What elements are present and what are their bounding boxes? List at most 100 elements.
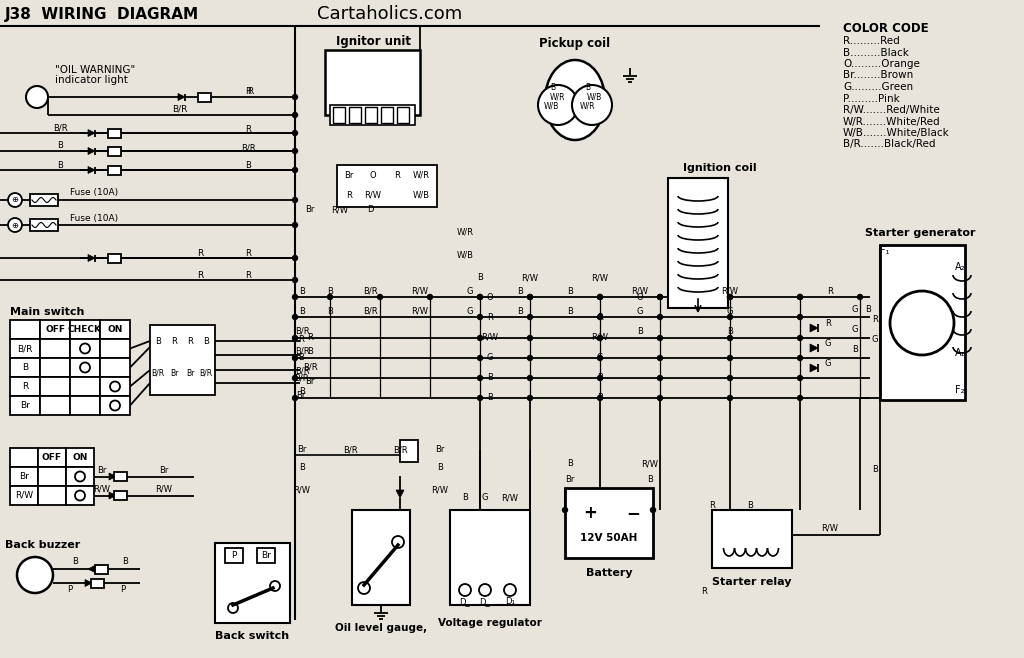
Text: G: G	[824, 338, 831, 347]
Circle shape	[459, 584, 471, 596]
Circle shape	[293, 295, 298, 299]
Text: Br: Br	[97, 466, 106, 475]
Text: Br: Br	[185, 368, 195, 378]
Circle shape	[479, 584, 490, 596]
Bar	[66, 467, 94, 486]
Text: indicator light: indicator light	[55, 75, 128, 85]
Circle shape	[798, 355, 803, 361]
Circle shape	[75, 490, 85, 501]
Circle shape	[26, 86, 48, 108]
Text: B: B	[567, 307, 573, 315]
Text: B: B	[865, 305, 871, 315]
Circle shape	[798, 295, 803, 299]
Text: Br: Br	[261, 551, 271, 561]
Circle shape	[727, 295, 732, 299]
Text: R/W: R/W	[502, 494, 518, 503]
Text: R.........Red: R.........Red	[843, 36, 900, 46]
Circle shape	[597, 395, 602, 401]
Text: B: B	[298, 353, 304, 363]
Text: B: B	[57, 161, 62, 170]
Text: ON: ON	[108, 325, 123, 334]
Text: Cartaholics.com: Cartaholics.com	[317, 5, 463, 23]
Text: W/R: W/R	[457, 228, 473, 236]
Polygon shape	[88, 255, 95, 261]
Circle shape	[727, 295, 732, 299]
Text: B: B	[327, 286, 333, 295]
Text: W/B.......White/Black: W/B.......White/Black	[843, 128, 949, 138]
Text: O: O	[486, 293, 494, 301]
Bar	[66, 486, 94, 505]
Text: R: R	[709, 501, 715, 509]
Text: R/W: R/W	[156, 485, 172, 494]
Bar	[108, 128, 121, 138]
Circle shape	[657, 295, 663, 299]
Text: R: R	[197, 249, 203, 257]
Circle shape	[477, 295, 482, 299]
Text: O.........Orange: O.........Orange	[843, 59, 920, 69]
Circle shape	[477, 295, 482, 299]
Bar	[150, 325, 215, 395]
Text: Voltage regulator: Voltage regulator	[438, 618, 542, 628]
Text: G: G	[871, 336, 879, 345]
Text: B: B	[299, 386, 305, 395]
Circle shape	[293, 149, 298, 153]
Text: R/W: R/W	[93, 485, 111, 494]
Bar	[712, 510, 792, 568]
Bar	[668, 178, 728, 308]
Text: B/R: B/R	[241, 143, 255, 153]
Text: G: G	[852, 305, 858, 315]
Text: W/R: W/R	[580, 101, 595, 111]
Bar	[70, 320, 100, 339]
Bar	[381, 107, 393, 123]
Circle shape	[80, 363, 90, 372]
Text: R/W: R/W	[821, 524, 839, 532]
Bar	[10, 486, 38, 505]
Circle shape	[562, 507, 567, 513]
Polygon shape	[810, 344, 818, 352]
Circle shape	[527, 395, 532, 401]
Circle shape	[798, 315, 803, 320]
Text: R: R	[245, 272, 251, 280]
Bar	[565, 488, 653, 558]
Text: B: B	[748, 501, 753, 509]
Text: ⊕: ⊕	[11, 220, 18, 230]
Text: R/W: R/W	[412, 286, 428, 295]
Text: R: R	[827, 286, 833, 295]
Text: F₁: F₁	[881, 246, 890, 256]
Circle shape	[798, 295, 803, 299]
Text: OFF: OFF	[45, 325, 65, 334]
Text: B/R: B/R	[17, 344, 33, 353]
Text: Starter generator: Starter generator	[864, 228, 975, 238]
Circle shape	[857, 295, 862, 299]
Bar	[365, 107, 377, 123]
Text: R: R	[247, 86, 253, 95]
Bar	[198, 93, 211, 101]
Text: B: B	[57, 141, 62, 151]
Text: R/W: R/W	[632, 286, 648, 295]
Text: R: R	[245, 249, 251, 259]
Circle shape	[358, 582, 370, 594]
Text: R/W: R/W	[641, 459, 658, 468]
Text: COLOR CODE: COLOR CODE	[843, 22, 929, 34]
Text: B: B	[567, 286, 573, 295]
Text: Br: Br	[296, 392, 306, 401]
Text: B: B	[637, 326, 643, 336]
Text: Fuse (10A): Fuse (10A)	[70, 188, 118, 197]
Circle shape	[657, 355, 663, 361]
Text: O: O	[637, 293, 643, 301]
Circle shape	[293, 222, 298, 228]
Text: R: R	[171, 336, 177, 345]
Circle shape	[527, 295, 532, 299]
Bar	[100, 396, 130, 415]
Bar	[66, 448, 94, 467]
Text: B: B	[122, 557, 128, 567]
Text: P.........Pink: P.........Pink	[843, 93, 900, 103]
Circle shape	[427, 295, 432, 299]
Bar	[10, 358, 40, 377]
Bar	[10, 448, 38, 467]
Text: Br: Br	[19, 472, 29, 481]
Text: −: −	[626, 504, 640, 522]
Bar	[70, 358, 100, 377]
Circle shape	[293, 278, 298, 282]
Text: +: +	[583, 504, 597, 522]
